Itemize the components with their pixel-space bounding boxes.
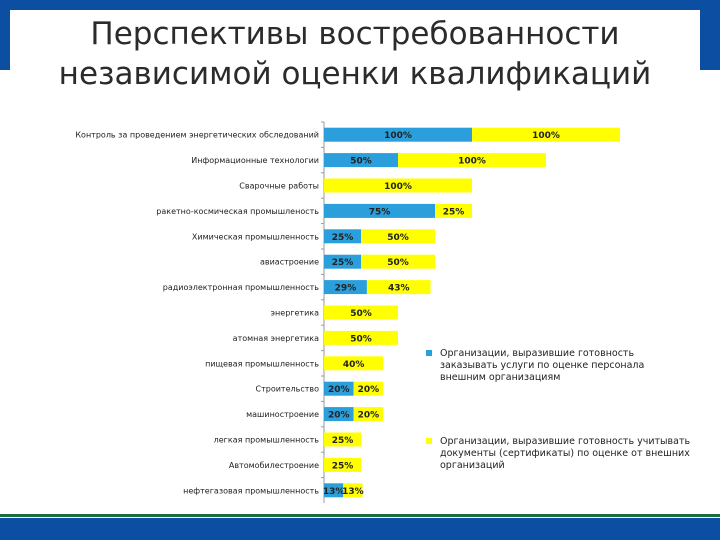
bar-series-2	[324, 330, 398, 345]
left-frame-bar	[0, 0, 10, 70]
bar-series-2	[472, 127, 620, 142]
data-label: 25%	[332, 233, 354, 243]
bar-series-2	[324, 457, 361, 472]
bar-series-2	[361, 229, 435, 244]
legend-label-series-2: Организации, выразившие готовность учиты…	[440, 436, 690, 471]
bar-series-1	[324, 254, 361, 269]
bar-series-2	[353, 381, 384, 396]
bar-series-1	[324, 483, 344, 498]
bar-series-2	[324, 356, 384, 371]
category-label: машиностроение	[246, 410, 319, 419]
data-label: 100%	[532, 131, 560, 141]
data-label: 20%	[328, 411, 350, 421]
data-label: 25%	[443, 207, 465, 217]
data-label: 50%	[350, 157, 372, 167]
bar-series-1	[324, 280, 367, 295]
data-label: 20%	[358, 411, 380, 421]
slide-title-line-2: независимой оценки квалификаций	[58, 56, 652, 92]
data-label: 13%	[323, 487, 345, 497]
bar-series-1	[324, 381, 354, 396]
data-label: 25%	[332, 461, 354, 471]
slide-title-line-1: Перспективы востребованности	[90, 16, 620, 52]
category-label: ракетно-космическая промышленость	[156, 207, 319, 216]
data-label: 50%	[387, 233, 409, 243]
legend-label-series-1: Организации, выразившие готовность заказы…	[440, 348, 644, 383]
category-label: Строительство	[256, 385, 320, 394]
data-label: 50%	[387, 258, 409, 268]
category-label: Информационные технологии	[191, 156, 319, 165]
data-label: 50%	[350, 334, 372, 344]
bar-series-2	[435, 203, 472, 218]
legend-swatch-series-2	[426, 438, 432, 444]
data-label: 100%	[384, 131, 412, 141]
bar-series-1	[324, 127, 472, 142]
data-label: 43%	[388, 284, 410, 294]
legend-swatch-series-1	[426, 350, 432, 356]
category-label: Контроль за проведением энергетических о…	[75, 131, 319, 140]
data-label: 25%	[332, 436, 354, 446]
bar-series-2	[324, 432, 361, 447]
slide-title: Перспективы востребованности независимой…	[10, 14, 700, 94]
category-label: авиастроение	[260, 258, 319, 267]
data-label: 20%	[328, 385, 350, 395]
bar-series-2	[324, 178, 472, 193]
bottom-accent-line	[0, 514, 720, 517]
bar-series-2	[353, 407, 384, 422]
bottom-frame-bar	[0, 518, 720, 540]
bar-series-2	[366, 280, 431, 295]
category-label: Автомобилестроение	[229, 461, 319, 470]
data-label: 29%	[335, 284, 357, 294]
category-label: Сварочные работы	[239, 182, 319, 191]
data-label: 100%	[384, 182, 412, 192]
bar-series-2	[343, 483, 363, 498]
data-label: 13%	[342, 487, 364, 497]
bar-series-2	[361, 254, 435, 269]
data-label: 75%	[369, 207, 391, 217]
category-label: Химическая промышленность	[192, 232, 319, 241]
bar-series-1	[324, 229, 361, 244]
data-label: 20%	[358, 385, 380, 395]
category-label: легкая промышленность	[214, 436, 320, 445]
bar-series-1	[324, 153, 398, 168]
bar-series-1	[324, 407, 354, 422]
category-label: энергетика	[271, 309, 319, 318]
category-label: нефтегазовая промышленность	[183, 486, 319, 495]
category-label: радиоэлектронная промышленность	[163, 283, 320, 292]
right-frame-bar	[700, 0, 720, 70]
data-label: 100%	[458, 157, 486, 167]
category-label: атомная энергетика	[233, 334, 319, 343]
bar-series-2	[324, 305, 398, 320]
data-label: 25%	[332, 258, 354, 268]
category-label: пищевая промышленность	[205, 359, 319, 368]
top-frame-bar	[0, 0, 720, 10]
data-label: 40%	[343, 360, 365, 370]
data-label: 50%	[350, 309, 372, 319]
bar-series-1	[324, 203, 435, 218]
bar-series-2	[398, 153, 546, 168]
